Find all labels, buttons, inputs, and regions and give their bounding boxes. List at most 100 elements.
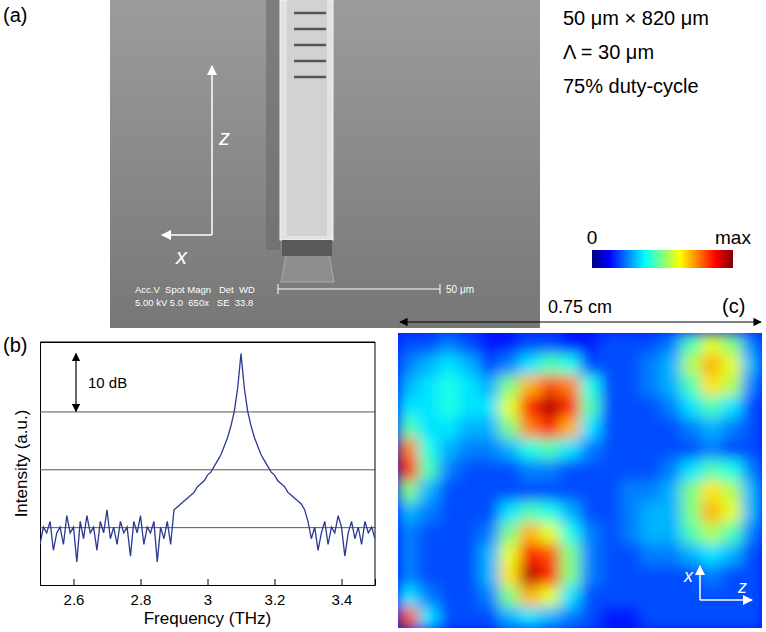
heatmap-cell [438, 607, 459, 628]
heatmap-cell [722, 544, 743, 566]
colorbar: 0max [587, 227, 752, 268]
heatmap-cell [540, 396, 561, 418]
heatmap-cell [418, 544, 439, 566]
heatmap-cell [560, 502, 581, 524]
heatmap-cell [479, 354, 500, 376]
heatmap-cell [398, 544, 419, 566]
heatmap-cell [519, 565, 540, 587]
heatmap-cell [560, 586, 581, 608]
heatmap-cell [479, 417, 500, 439]
heatmap-cell [620, 396, 641, 418]
axis-label: x [175, 244, 188, 269]
heatmap-cell [661, 523, 682, 545]
heatmap-cell [742, 607, 762, 628]
heatmap-cell [398, 417, 419, 439]
heatmap-cell [398, 354, 419, 376]
y-axis-title: Intensity (a.u.) [12, 410, 31, 518]
heatmap-cell [519, 586, 540, 608]
heatmap-cell [499, 565, 520, 587]
heatmap-cell [560, 544, 581, 566]
heatmap-cell [580, 607, 601, 628]
heatmap-cell [438, 396, 459, 418]
heatmap-cell [600, 586, 621, 608]
heatmap-cell [722, 502, 743, 524]
heatmap-cell [540, 523, 561, 545]
heatmap-cell [519, 502, 540, 524]
heatmap-cell [499, 438, 520, 460]
heatmap-cell [438, 354, 459, 376]
heatmap-cell [479, 607, 500, 628]
heatmap-cell [499, 354, 520, 376]
heatmap-cell [580, 459, 601, 481]
heatmap-cell [418, 607, 439, 628]
heatmap-cell [540, 502, 561, 524]
heatmap-cell [560, 607, 581, 628]
heatmap-cell [398, 438, 419, 460]
heatmap-cell [560, 438, 581, 460]
heatmap-cell [398, 502, 419, 524]
heatmap-cell [560, 417, 581, 439]
x-tick: 3.2 [265, 579, 286, 608]
width-label: 0.75 cm [548, 297, 612, 317]
panel-label: (b) [3, 334, 27, 356]
colorbar-label: 0 [587, 227, 598, 248]
heatmap-cell [722, 607, 743, 628]
heatmap-cell [459, 438, 480, 460]
y-axis-line [41, 343, 376, 586]
heatmap-cell [519, 459, 540, 481]
heatmap-cell [641, 333, 662, 355]
heatmap-cell [661, 459, 682, 481]
heatmap-cell [742, 354, 762, 376]
heatmap-cell [681, 438, 702, 460]
heatmap-cell [499, 396, 520, 418]
heatmap-cell [519, 481, 540, 503]
heatmap-cell [661, 502, 682, 524]
heatmap-cell [600, 459, 621, 481]
heatmap-cell [398, 459, 419, 481]
heatmap-cell [600, 396, 621, 418]
heatmap-cell [742, 481, 762, 503]
heatmap-cell [681, 607, 702, 628]
heatmap-cell [479, 565, 500, 587]
heatmap-cell [600, 417, 621, 439]
sem-image [110, 0, 540, 328]
heatmap-cell [722, 333, 743, 355]
heatmap-cell [540, 417, 561, 439]
tick-label: 3.2 [265, 591, 286, 608]
heatmap-cell [681, 396, 702, 418]
ridge [280, 0, 333, 240]
heatmap-cell [641, 375, 662, 397]
scale-bar [278, 289, 440, 290]
heatmap-cell [519, 438, 540, 460]
heatmap-cell [661, 607, 682, 628]
heatmap-cell [519, 354, 540, 376]
heatmap-cell [600, 523, 621, 545]
spec-text: Λ = 30 μm [563, 41, 654, 63]
heatmap-cell [620, 586, 641, 608]
heatmap-cell [418, 523, 439, 545]
heatmap-cell [722, 438, 743, 460]
heatmap-cell [560, 396, 581, 418]
heatmap-cell [479, 375, 500, 397]
tick-mark [208, 579, 209, 585]
grid-line [40, 469, 375, 470]
heatmap-cell [742, 375, 762, 397]
heatmap-cell [661, 375, 682, 397]
heatmap-cell [418, 417, 439, 439]
heatmap-cells [398, 333, 762, 628]
heatmap-cell [600, 333, 621, 355]
heatmap-cell [479, 586, 500, 608]
z-axis-arrow [700, 599, 752, 601]
scale-bar-label: 50 μm [446, 284, 474, 295]
heatmap-cell [681, 333, 702, 355]
heatmap-cell [641, 354, 662, 376]
grating-slot [294, 28, 326, 31]
heatmap-cell [600, 438, 621, 460]
heatmap-cell [459, 375, 480, 397]
heatmap-cell [681, 354, 702, 376]
heatmap-cell [519, 544, 540, 566]
heatmap-cell [540, 481, 561, 503]
heatmap-cell [620, 417, 641, 439]
heatmap-cell [418, 481, 439, 503]
heatmap-cell [681, 565, 702, 587]
